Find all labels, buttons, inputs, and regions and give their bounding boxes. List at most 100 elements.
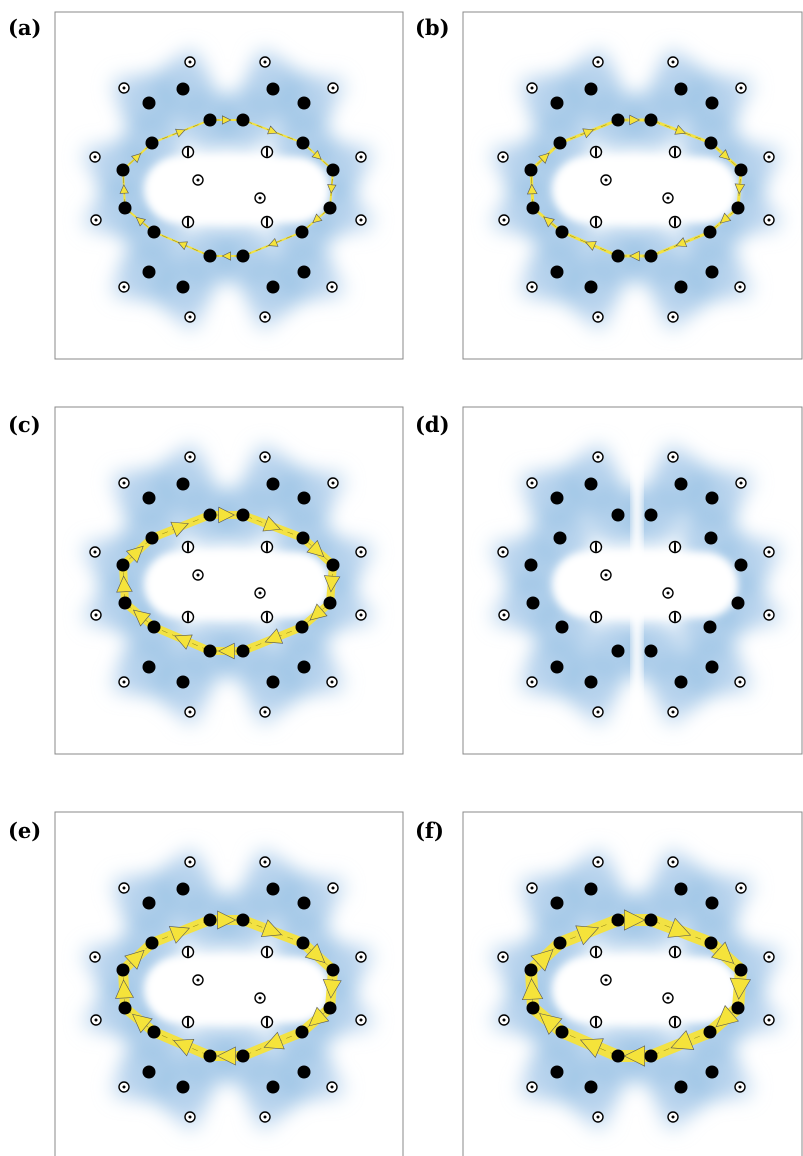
- field-out-dot: [197, 574, 200, 577]
- atom: [551, 97, 564, 110]
- atom: [705, 532, 718, 545]
- field-out-dot: [605, 179, 608, 182]
- field-out-dot: [332, 87, 335, 90]
- field-out-dot: [123, 286, 126, 289]
- field-out-dot: [768, 956, 771, 959]
- field-out-dot: [667, 197, 670, 200]
- field-out-dot: [531, 482, 534, 485]
- atom: [267, 281, 280, 294]
- atom: [612, 914, 625, 927]
- field-out-dot: [360, 1019, 363, 1022]
- atom: [119, 597, 132, 610]
- field-out-dot: [332, 887, 335, 890]
- field-out-dot: [502, 156, 505, 159]
- field-out-dot: [739, 1086, 742, 1089]
- atom: [527, 1002, 540, 1015]
- atom: [143, 492, 156, 505]
- atom: [298, 1066, 311, 1079]
- atom: [298, 661, 311, 674]
- field-out-dot: [605, 574, 608, 577]
- atom: [237, 914, 250, 927]
- atom: [554, 137, 567, 150]
- atom: [237, 250, 250, 263]
- cloud-hole: [553, 552, 738, 618]
- atom: [267, 83, 280, 96]
- cloud-gap: [632, 455, 642, 720]
- atom: [732, 202, 745, 215]
- field-out-dot: [264, 61, 267, 64]
- atom: [612, 1050, 625, 1063]
- field-out-dot: [503, 1019, 506, 1022]
- atom: [554, 532, 567, 545]
- panel-label: (b): [415, 15, 450, 40]
- atom: [585, 478, 598, 491]
- atom: [645, 114, 658, 127]
- atom: [177, 1081, 190, 1094]
- atom: [267, 1081, 280, 1094]
- panel: (d): [415, 407, 802, 754]
- cloud-hole: [145, 957, 330, 1023]
- field-out-dot: [123, 482, 126, 485]
- field-out-dot: [768, 1019, 771, 1022]
- atom: [732, 1002, 745, 1015]
- atom: [706, 97, 719, 110]
- atom: [204, 645, 217, 658]
- atom: [556, 621, 569, 634]
- atom: [585, 83, 598, 96]
- atom: [117, 164, 130, 177]
- field-out-dot: [264, 456, 267, 459]
- atom: [117, 964, 130, 977]
- atom: [324, 202, 337, 215]
- atom: [327, 559, 340, 572]
- field-out-dot: [189, 1116, 192, 1119]
- field-out-dot: [360, 156, 363, 159]
- panel: (e): [8, 812, 403, 1156]
- field-out-dot: [123, 681, 126, 684]
- field-out-dot: [94, 156, 97, 159]
- atom: [146, 532, 159, 545]
- field-out-dot: [197, 979, 200, 982]
- panel-label: (f): [415, 818, 444, 843]
- field-out-dot: [259, 997, 262, 1000]
- field-out-dot: [531, 286, 534, 289]
- atom: [204, 1050, 217, 1063]
- cloud-hole: [553, 957, 738, 1023]
- atom: [119, 202, 132, 215]
- field-out-dot: [331, 286, 334, 289]
- field-out-dot: [531, 887, 534, 890]
- atom: [645, 1050, 658, 1063]
- atom: [554, 937, 567, 950]
- atom: [704, 226, 717, 239]
- atom: [706, 1066, 719, 1079]
- field-out-dot: [740, 87, 743, 90]
- atom: [675, 883, 688, 896]
- field-out-dot: [331, 681, 334, 684]
- atom: [525, 164, 538, 177]
- atom: [296, 226, 309, 239]
- field-out-dot: [123, 887, 126, 890]
- field-out-dot: [768, 219, 771, 222]
- atom: [177, 883, 190, 896]
- atom: [237, 645, 250, 658]
- atom: [296, 621, 309, 634]
- panel: (b): [415, 12, 802, 359]
- panel: (c): [8, 407, 403, 754]
- atom: [585, 676, 598, 689]
- field-out-dot: [264, 711, 267, 714]
- field-out-dot: [189, 316, 192, 319]
- atom: [704, 621, 717, 634]
- field-out-dot: [95, 219, 98, 222]
- field-out-dot: [605, 979, 608, 982]
- atom: [298, 97, 311, 110]
- atom: [327, 164, 340, 177]
- atom: [237, 114, 250, 127]
- atom: [143, 1066, 156, 1079]
- field-out-dot: [739, 681, 742, 684]
- field-out-dot: [502, 956, 505, 959]
- atom: [556, 1026, 569, 1039]
- field-out-dot: [123, 1086, 126, 1089]
- field-out-dot: [672, 61, 675, 64]
- atom: [675, 676, 688, 689]
- atom: [675, 1081, 688, 1094]
- field-out-dot: [740, 887, 743, 890]
